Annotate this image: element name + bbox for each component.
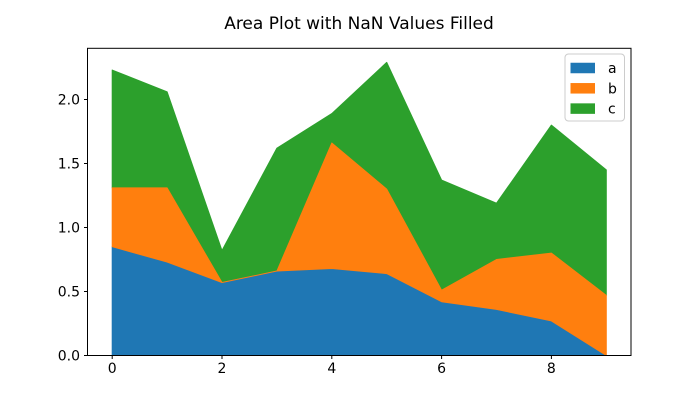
legend-swatch-c xyxy=(570,103,595,114)
x-tick-label: 8 xyxy=(547,361,556,377)
legend: abc xyxy=(564,53,625,122)
legend-label-b: b xyxy=(608,81,617,97)
legend-label-c: c xyxy=(608,102,616,118)
legend-swatch-b xyxy=(570,83,595,94)
y-tick-label: 1.5 xyxy=(58,157,80,173)
x-axis: 0 2 4 6 8 xyxy=(108,355,556,377)
area-bands xyxy=(111,61,607,356)
chart-title: Area Plot with NaN Values Filled xyxy=(224,14,494,34)
y-axis: 0.0 0.5 1.0 1.5 2.0 xyxy=(58,93,88,365)
y-tick-label: 2.0 xyxy=(58,93,80,109)
y-tick-label: 0.5 xyxy=(58,285,80,301)
x-tick-label: 2 xyxy=(218,361,227,377)
x-tick-label: 0 xyxy=(108,361,117,377)
y-tick-label: 1.0 xyxy=(58,221,80,237)
y-tick-label: 0.0 xyxy=(58,349,80,365)
plot-frame xyxy=(87,47,632,357)
legend-label-a: a xyxy=(608,61,617,77)
legend-swatch-a xyxy=(570,62,595,74)
x-tick-label: 6 xyxy=(437,361,446,377)
x-tick-label: 4 xyxy=(327,361,336,377)
